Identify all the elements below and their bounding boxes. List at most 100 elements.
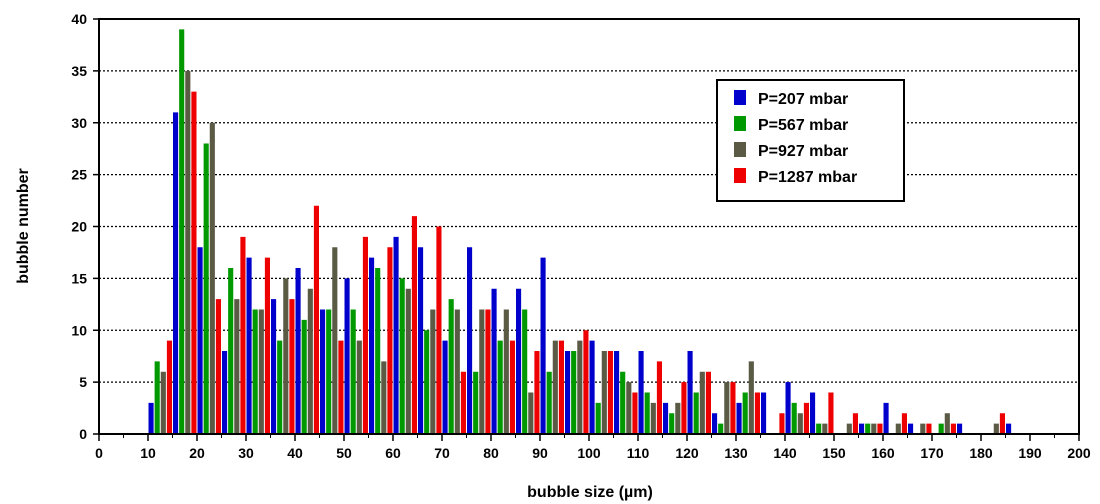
bar-s2-142.5	[797, 413, 803, 434]
bar-s3-97.5	[583, 330, 589, 434]
bar-s0-52.5	[344, 278, 350, 434]
bar-s1-102.5	[595, 402, 601, 434]
bar-s1-122.5	[693, 392, 699, 434]
x-tick-label-80: 80	[483, 445, 499, 461]
bar-s1-77.5	[473, 371, 479, 434]
bar-s1-172.5	[938, 423, 944, 434]
bar-s0-27.5	[222, 351, 228, 434]
legend-label-927: P=927 mbar	[758, 143, 848, 160]
y-tick-label-5: 5	[79, 374, 87, 390]
bar-s2-72.5	[454, 309, 460, 434]
bar-s0-22.5	[197, 247, 203, 434]
bar-s3-62.5	[411, 216, 417, 434]
x-tick-label-40: 40	[287, 445, 303, 461]
y-axis-title: bubble number	[15, 168, 32, 284]
bar-s3-147.5	[828, 392, 834, 434]
x-tick-label-150: 150	[822, 445, 846, 461]
x-tick-label-160: 160	[871, 445, 895, 461]
bar-s2-122.5	[699, 371, 705, 434]
bar-s2-12.5	[160, 371, 166, 434]
bar-s3-167.5	[926, 423, 932, 434]
bar-s0-117.5	[663, 402, 669, 434]
bar-s0-77.5	[467, 247, 473, 434]
bar-s3-82.5	[509, 340, 515, 434]
bar-s3-27.5	[240, 236, 246, 434]
legend-label-567: P=567 mbar	[758, 117, 848, 134]
y-tick-label-40: 40	[71, 11, 87, 27]
bar-s1-67.5	[424, 330, 430, 434]
bar-s3-52.5	[362, 236, 368, 434]
bar-s0-47.5	[320, 309, 326, 434]
bar-s1-27.5	[228, 268, 234, 434]
bar-s2-52.5	[356, 340, 362, 434]
legend-label-1287: P=1287 mbar	[758, 169, 857, 186]
x-tick-label-120: 120	[675, 445, 699, 461]
gridlines	[99, 70, 1079, 383]
bar-s0-67.5	[418, 247, 424, 434]
bar-s3-152.5	[852, 413, 858, 434]
bar-s3-157.5	[877, 423, 883, 434]
bar-s1-127.5	[718, 423, 724, 434]
bar-s2-32.5	[258, 309, 264, 434]
bar-s2-167.5	[920, 423, 926, 434]
bar-s2-62.5	[405, 288, 411, 434]
bar-s3-17.5	[191, 91, 197, 434]
bar-s0-122.5	[687, 351, 693, 434]
x-tick-label-0: 0	[95, 445, 103, 461]
bar-s0-82.5	[491, 288, 497, 434]
bar-s0-17.5	[173, 112, 179, 434]
legend: P=207 mbar P=567 mbar P=927 mbar P=1287 …	[716, 79, 905, 202]
bar-s3-142.5	[803, 402, 809, 434]
x-tick-label-100: 100	[577, 445, 601, 461]
legend-label-207: P=207 mbar	[758, 91, 848, 108]
bars	[148, 29, 1012, 434]
bar-s0-127.5	[712, 413, 718, 434]
bar-s0-162.5	[883, 402, 889, 434]
bar-s2-77.5	[479, 309, 485, 434]
bar-s1-117.5	[669, 413, 675, 434]
bar-s1-72.5	[448, 299, 454, 434]
bar-s0-72.5	[442, 340, 448, 434]
bar-s0-42.5	[295, 268, 301, 434]
bar-s2-42.5	[307, 288, 313, 434]
bar-s1-82.5	[497, 340, 503, 434]
bar-s1-32.5	[252, 309, 258, 434]
bar-s0-147.5	[810, 392, 816, 434]
x-tick-label-90: 90	[532, 445, 548, 461]
x-tick-label-60: 60	[385, 445, 401, 461]
legend-swatch-207	[734, 90, 746, 105]
y-tick-label-30: 30	[71, 115, 87, 131]
x-tick-label-190: 190	[1018, 445, 1042, 461]
bar-s0-107.5	[614, 351, 620, 434]
bar-s3-22.5	[215, 299, 221, 434]
bar-s0-167.5	[908, 423, 914, 434]
bar-s3-57.5	[387, 247, 393, 434]
bar-s2-37.5	[283, 278, 289, 434]
x-tick-label-50: 50	[336, 445, 352, 461]
bar-s2-107.5	[626, 382, 632, 434]
bar-s1-52.5	[350, 309, 356, 434]
x-tick-label-180: 180	[969, 445, 993, 461]
x-tick-label-130: 130	[724, 445, 748, 461]
bar-s1-97.5	[571, 351, 577, 434]
axis-ticks: 0 10 20 30 40 50 60 70 80 90 100 110 120 130 140 150 160…	[71, 11, 1090, 461]
bar-s3-102.5	[607, 351, 613, 434]
y-tick-label-25: 25	[71, 167, 87, 183]
bar-s3-172.5	[950, 423, 956, 434]
x-tick-label-30: 30	[238, 445, 254, 461]
bar-s3-162.5	[901, 413, 907, 434]
legend-swatch-927	[734, 142, 746, 157]
bar-s0-187.5	[1006, 423, 1012, 434]
y-tick-label-15: 15	[71, 270, 87, 286]
bar-s3-37.5	[289, 299, 295, 434]
bar-s0-92.5	[540, 257, 546, 434]
bar-s2-182.5	[993, 423, 999, 434]
bar-s0-87.5	[516, 288, 522, 434]
x-axis-title: bubble size (µm)	[527, 484, 653, 501]
bar-s1-22.5	[203, 143, 209, 434]
bar-s1-107.5	[620, 371, 626, 434]
bar-s3-182.5	[999, 413, 1005, 434]
bar-s3-132.5	[754, 392, 760, 434]
bar-s2-162.5	[895, 423, 901, 434]
